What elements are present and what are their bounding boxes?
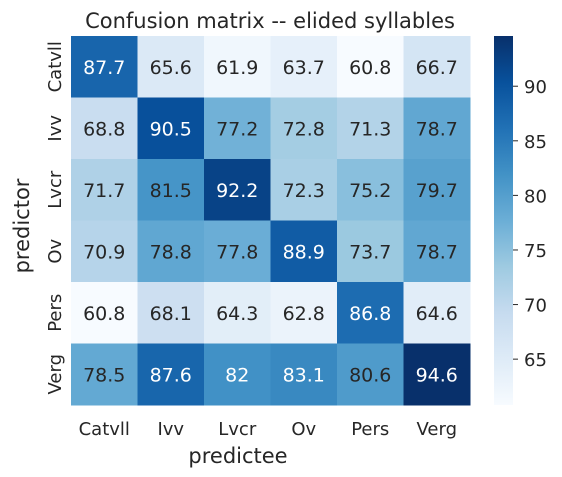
x-tick-labels: Catvll Ivv Lvcr Ov Pers Verg <box>79 419 457 440</box>
x-tick-label-catvll: Catvll <box>79 419 130 440</box>
cell-value-label: 77.8 <box>216 241 258 263</box>
heatmap-cell-catvll-ivv <box>137 36 205 98</box>
cell-value-label: 86.8 <box>349 303 391 325</box>
cell-value-label: 70.9 <box>83 241 125 263</box>
cell-value-label: 78.8 <box>150 241 192 263</box>
heatmap-cell-lvcr-lvcr <box>204 159 271 221</box>
cell-value-label: 92.2 <box>216 180 258 202</box>
cell-value-label: 75.2 <box>349 180 391 202</box>
heatmap-cell-ivv-ov <box>270 97 338 160</box>
heatmap-cell-lvcr-ivv <box>137 159 205 221</box>
y-tick-label-verg: Verg <box>45 354 66 395</box>
heatmap-cell-pers-verg <box>403 282 471 344</box>
x-tick-label-verg: Verg <box>417 419 458 440</box>
cell-value-label: 94.6 <box>416 364 458 386</box>
heatmap-cell-catvll-catvll <box>71 36 138 98</box>
cell-value-label: 82 <box>225 364 249 386</box>
cell-value-label: 72.8 <box>283 118 325 140</box>
cell-value-label: 83.1 <box>283 364 325 386</box>
colorbar <box>494 36 513 405</box>
cell-value-label: 68.8 <box>83 118 125 140</box>
cell-value-label: 64.6 <box>416 303 458 325</box>
x-tick-label-ivv: Ivv <box>157 419 184 440</box>
heatmap-cell-pers-ov <box>270 282 338 344</box>
heatmap-cell-pers-lvcr <box>204 282 271 344</box>
heatmap-cell-ov-pers <box>337 220 404 283</box>
colorbar-ticks: 65 70 75 80 85 90 <box>513 77 547 371</box>
heatmap-cell-pers-pers <box>337 282 404 344</box>
heatmap-cell-verg-catvll <box>71 343 138 406</box>
cell-value-label: 60.8 <box>83 303 125 325</box>
cell-value-label: 79.7 <box>416 180 458 202</box>
cell-value-label: 87.6 <box>150 364 192 386</box>
cell-value-label: 81.5 <box>150 180 192 202</box>
heatmap-cell-catvll-ov <box>270 36 338 98</box>
x-tick-label-lvcr: Lvcr <box>218 419 257 440</box>
heatmap-cell-catvll-verg <box>403 36 471 98</box>
cell-value-label: 88.9 <box>283 241 325 263</box>
cell-value-label: 61.9 <box>216 57 258 79</box>
heatmap-cell-pers-catvll <box>71 282 138 344</box>
heatmap-cell-catvll-pers <box>337 36 404 98</box>
colorbar-tick-label: 85 <box>524 132 547 153</box>
x-tick-label-pers: Pers <box>351 419 389 440</box>
y-tick-label-ivv: Ivv <box>45 115 66 142</box>
y-tick-label-catvll: Catvll <box>45 41 66 92</box>
heatmap-cell-verg-lvcr <box>204 343 271 406</box>
cell-value-label: 68.1 <box>150 303 192 325</box>
cell-value-label: 78.5 <box>83 364 125 386</box>
colorbar-tick-label: 80 <box>524 186 547 207</box>
heatmap-cell-ov-ivv <box>137 220 205 283</box>
x-tick-label-ov: Ov <box>291 419 316 440</box>
cell-value-label: 78.7 <box>416 241 458 263</box>
cell-value-label: 60.8 <box>349 57 391 79</box>
cell-value-label: 90.5 <box>150 118 192 140</box>
cell-value-label: 73.7 <box>349 241 391 263</box>
heatmap-cell-verg-ov <box>270 343 338 406</box>
heatmap-cell-ov-lvcr <box>204 220 271 283</box>
y-tick-label-pers: Pers <box>45 294 66 332</box>
heatmap-cell-verg-verg <box>403 343 471 406</box>
heatmap-cell-ivv-pers <box>337 97 404 160</box>
heatmap-cell-ivv-lvcr <box>204 97 271 160</box>
cell-value-label: 71.3 <box>349 118 391 140</box>
heatmap-cell-pers-ivv <box>137 282 205 344</box>
heatmap-cell-verg-pers <box>337 343 404 406</box>
heatmap-cell-lvcr-verg <box>403 159 471 221</box>
heatmap-cell-ivv-catvll <box>71 97 138 160</box>
heatmap-cell-lvcr-pers <box>337 159 404 221</box>
cell-value-label: 62.8 <box>283 303 325 325</box>
cell-value-label: 63.7 <box>283 57 325 79</box>
heatmap-cell-ov-catvll <box>71 220 138 283</box>
colorbar-tick-label: 75 <box>524 241 547 262</box>
heatmap-cell-ov-ov <box>270 220 338 283</box>
y-tick-label-ov: Ov <box>45 238 66 263</box>
heatmap-cell-catvll-lvcr <box>204 36 271 98</box>
cell-value-label: 78.7 <box>416 118 458 140</box>
colorbar-tick-label: 70 <box>524 296 547 317</box>
colorbar-tick-label: 65 <box>524 350 547 371</box>
heatmap-cell-lvcr-ov <box>270 159 338 221</box>
y-axis-label: predictor <box>10 178 34 273</box>
cell-value-label: 64.3 <box>216 303 258 325</box>
colorbar-tick-label: 90 <box>524 77 547 98</box>
cell-value-label: 80.6 <box>349 364 391 386</box>
cell-value-label: 71.7 <box>83 180 125 202</box>
heatmap-cell-lvcr-catvll <box>71 159 138 221</box>
heatmap-cell-ivv-ivv <box>137 97 205 160</box>
heatmap-cells: 87.7 65.6 61.9 63.7 60.8 66.7 68.8 90.5 77.2 72.8… <box>71 36 471 406</box>
cell-value-label: 87.7 <box>83 57 125 79</box>
y-tick-label-lvcr: Lvcr <box>45 170 66 209</box>
y-tick-labels: Catvll Ivv Lvcr Ov Pers Verg <box>45 41 66 394</box>
cell-value-label: 66.7 <box>416 57 458 79</box>
x-axis-label: predictee <box>188 444 287 468</box>
heatmap-cell-verg-ivv <box>137 343 205 406</box>
cell-value-label: 72.3 <box>283 180 325 202</box>
heatmap-cell-ivv-verg <box>403 97 471 160</box>
cell-value-label: 65.6 <box>150 57 192 79</box>
cell-value-label: 77.2 <box>216 118 258 140</box>
heatmap-cell-ov-verg <box>403 220 471 283</box>
chart-title: Confusion matrix -- elided syllables <box>85 9 455 33</box>
